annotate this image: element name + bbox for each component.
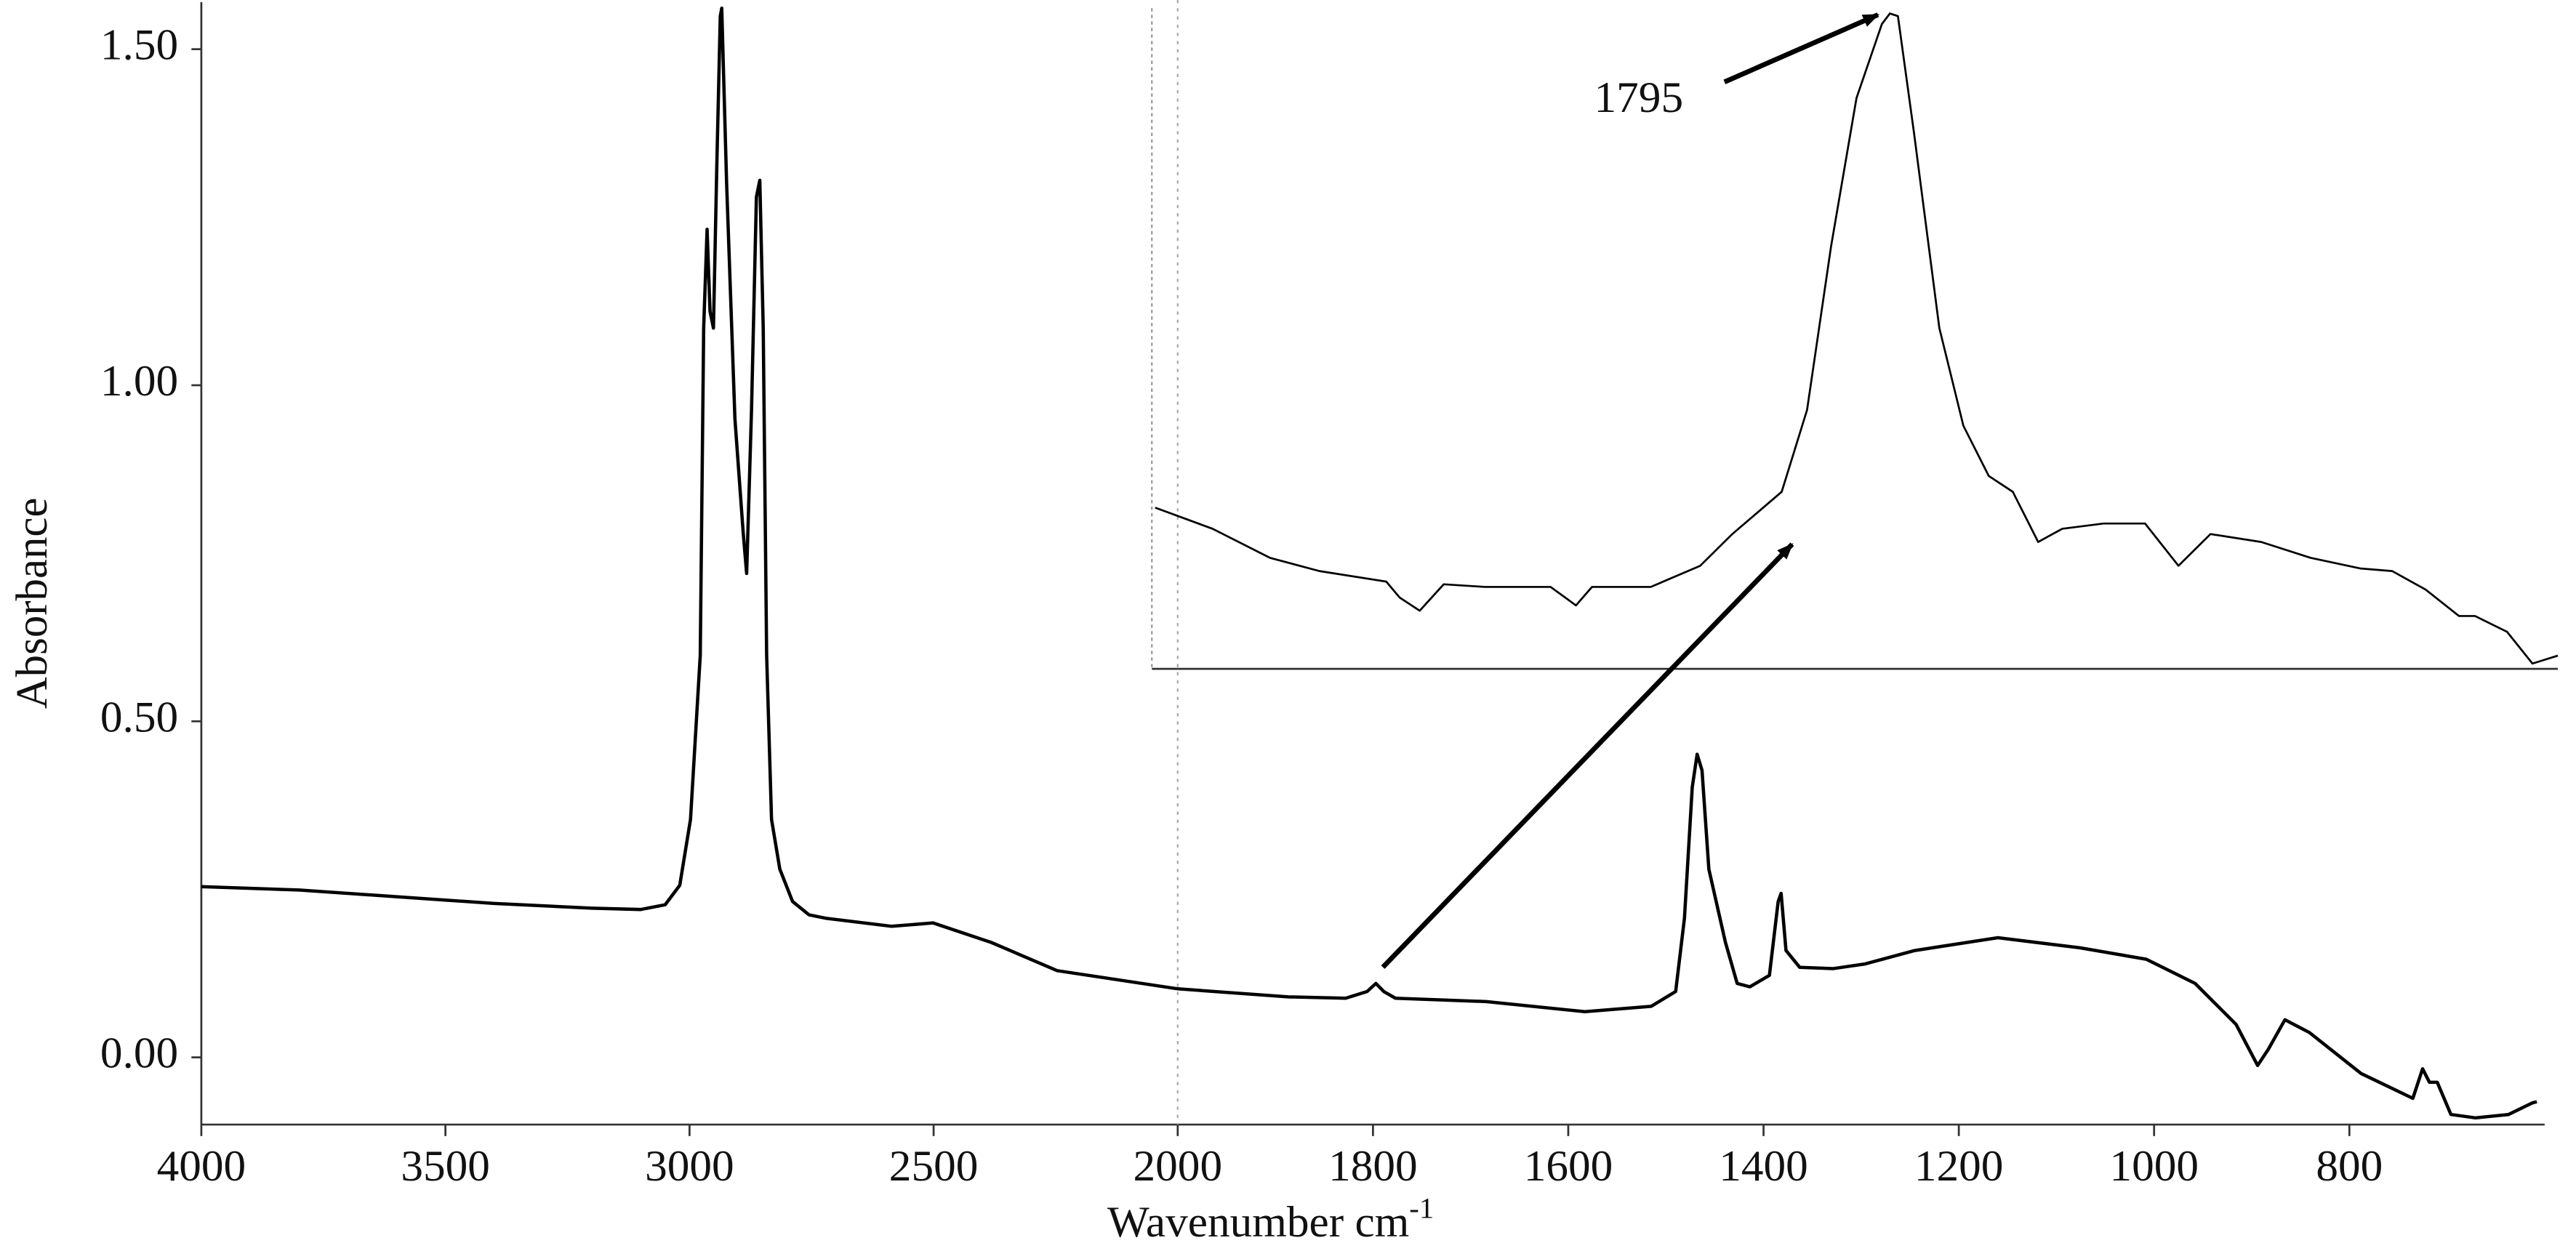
peak-annotation: 1795 — [1594, 73, 1684, 122]
x-tick-label: 4000 — [157, 1142, 246, 1191]
x-tick-label: 2000 — [1133, 1142, 1223, 1191]
peak-arrow — [1723, 12, 1879, 84]
x-axis-label-text: Wavenumber cm — [1107, 1198, 1409, 1247]
x-tick-label: 1200 — [1914, 1142, 2004, 1191]
x-tick-label: 1600 — [1524, 1142, 1613, 1191]
x-tick-label: 800 — [2316, 1142, 2383, 1191]
y-tick-label: 0.00 — [100, 1029, 178, 1078]
x-axis-label: Wavenumber cm-1 — [1107, 1192, 1434, 1247]
y-tick-label: 1.00 — [100, 357, 178, 406]
spectrum-line — [1155, 12, 2559, 665]
y-axis-label: Absorbance — [8, 498, 57, 709]
x-tick-label: 1000 — [2109, 1142, 2199, 1191]
zoom-arrow — [1381, 542, 1794, 969]
y-tick-label: 1.50 — [100, 21, 178, 70]
x-tick-label: 2500 — [889, 1142, 979, 1191]
x-tick-label: 1800 — [1328, 1142, 1418, 1191]
y-tick-label: 0.50 — [100, 693, 178, 741]
x-axis-label-superscript: -1 — [1409, 1192, 1434, 1225]
x-tick-label: 3500 — [401, 1142, 490, 1191]
x-tick-label: 1400 — [1719, 1142, 1808, 1191]
x-tick-label: 3000 — [645, 1142, 734, 1191]
spectrum-line — [201, 6, 2537, 1120]
